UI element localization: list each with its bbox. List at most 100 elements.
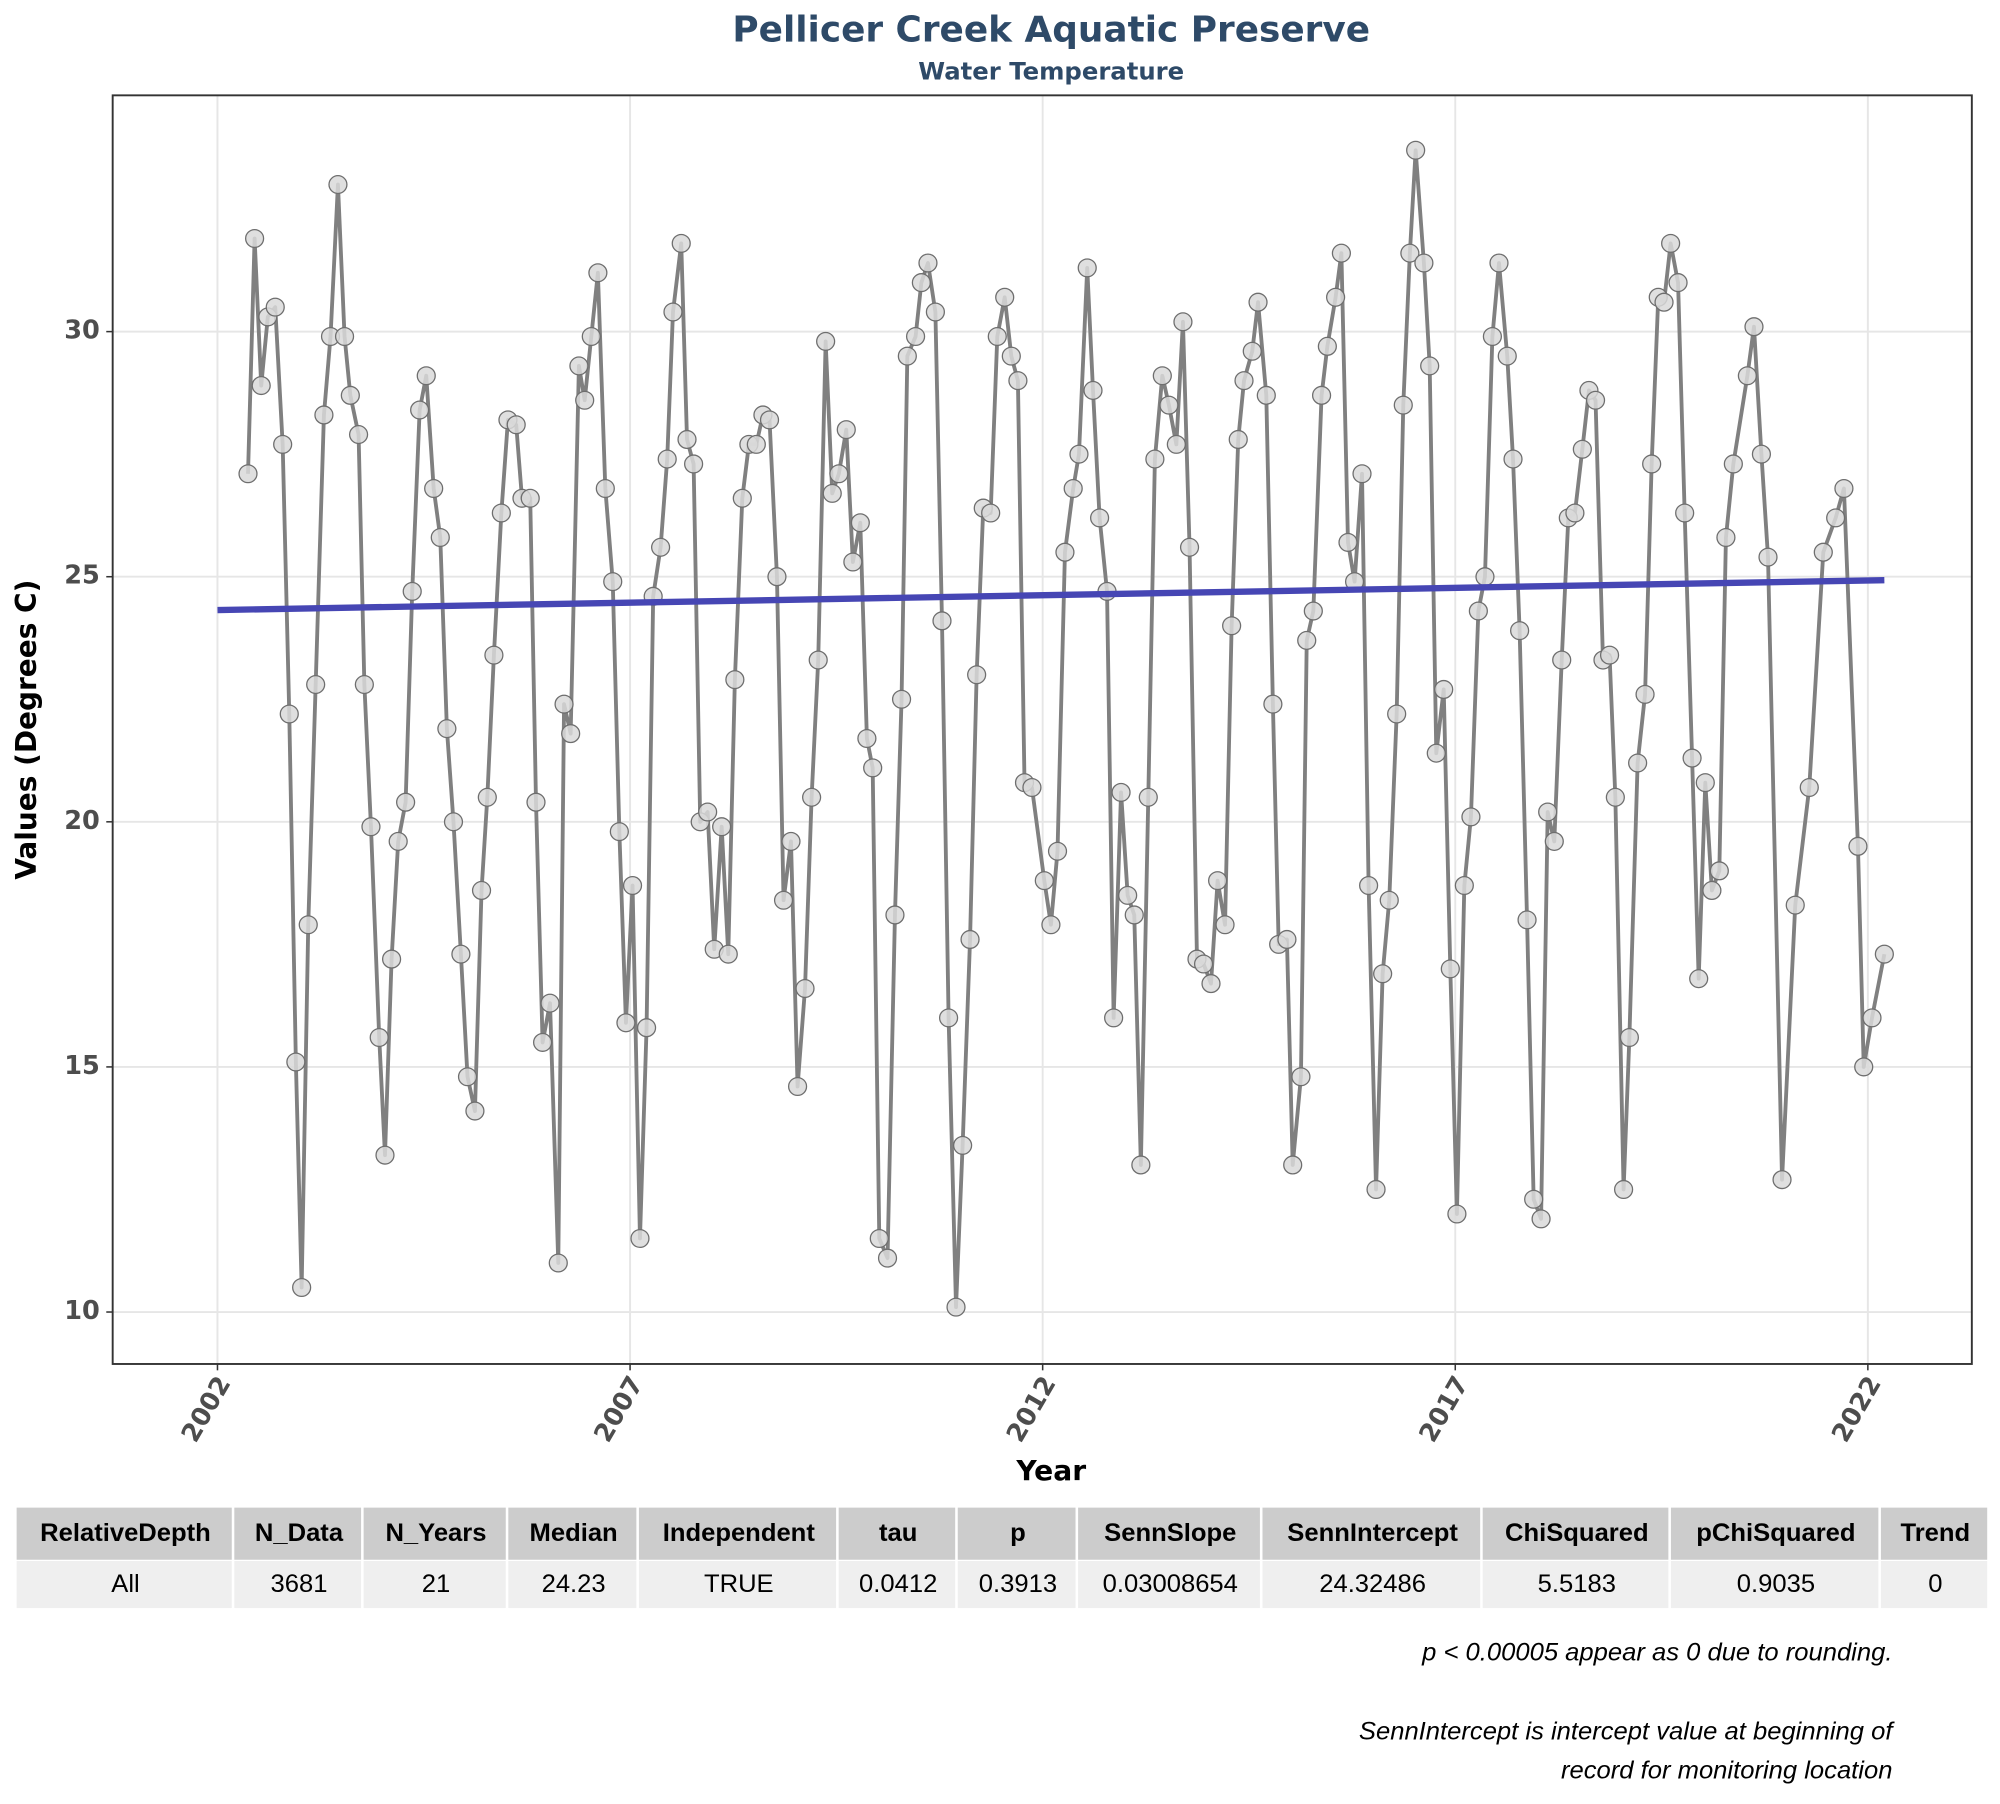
data-point <box>1077 258 1097 278</box>
data-point <box>1695 773 1715 793</box>
data-point <box>561 724 581 744</box>
data-point <box>1447 1204 1467 1224</box>
data-point <box>410 400 430 420</box>
data-point <box>1400 243 1420 263</box>
data-point <box>925 302 945 322</box>
table-cell <box>838 1561 956 1609</box>
data-point <box>1434 679 1454 699</box>
data-point <box>1331 243 1351 263</box>
data-point <box>575 390 595 410</box>
data-point <box>636 1018 657 1038</box>
data-point <box>1426 743 1446 763</box>
data-point <box>836 420 856 440</box>
data-point <box>1152 366 1172 386</box>
data-point <box>569 356 589 376</box>
y-axis-label: Values (Degrees C) <box>10 580 43 880</box>
data-point <box>712 817 732 837</box>
data-point <box>1420 356 1440 376</box>
table-header: Median <box>530 1519 618 1547</box>
data-point <box>1373 964 1393 984</box>
data-point <box>1613 1179 1634 1200</box>
data-point <box>1635 684 1655 704</box>
data-point <box>829 464 849 484</box>
data-point <box>953 1135 973 1155</box>
data-point <box>995 287 1015 307</box>
data-point <box>767 567 787 587</box>
data-point <box>1234 371 1254 391</box>
table-header: N_Data <box>255 1519 344 1547</box>
data-point <box>1605 787 1625 807</box>
table-value: 24.32486 <box>1319 1570 1426 1598</box>
data-point <box>787 1076 808 1097</box>
data-point <box>1055 542 1075 562</box>
data-point <box>491 503 511 523</box>
table-value: 3681 <box>271 1570 328 1598</box>
note: SennIntercept is intercept value at begi… <box>1359 1717 1895 1745</box>
plot-border <box>111 94 1973 1365</box>
data-point <box>1283 1155 1303 1175</box>
data-point <box>443 812 464 832</box>
data-point <box>1090 508 1110 528</box>
data-point <box>795 978 815 999</box>
data-point <box>1277 929 1297 950</box>
table-cell <box>957 1507 1076 1560</box>
data-point <box>1874 944 1894 964</box>
data-point <box>1454 876 1474 896</box>
data-point <box>1709 861 1729 881</box>
table-cell <box>16 1507 232 1560</box>
data-point <box>554 694 574 714</box>
table-cell <box>363 1507 506 1560</box>
data-point <box>1813 542 1833 562</box>
y-tick-label: 30 <box>64 316 100 346</box>
data-point <box>967 665 987 685</box>
table-cell <box>638 1507 837 1560</box>
data-point <box>1862 1008 1882 1028</box>
data-point <box>1291 1067 1311 1087</box>
note: p < 0.00005 appear as 0 due to rounding. <box>1421 1639 1892 1667</box>
table-header: SennIntercept <box>1287 1519 1458 1547</box>
note: record for monitoring location <box>1561 1757 1892 1785</box>
data-point <box>1737 366 1757 386</box>
table-cell <box>234 1507 362 1560</box>
table-cell <box>1078 1561 1260 1609</box>
table-header: p <box>1010 1519 1026 1547</box>
data-point <box>1173 312 1193 332</box>
data-point <box>314 405 334 425</box>
data-point <box>1297 630 1317 650</box>
data-point <box>684 454 704 474</box>
data-point <box>885 905 905 925</box>
data-point <box>245 228 265 249</box>
data-point <box>238 464 258 484</box>
data-point <box>1414 253 1434 273</box>
table-value: 0.3913 <box>979 1570 1057 1598</box>
data-point <box>857 728 877 749</box>
table-header: N_Years <box>385 1519 486 1547</box>
table-value: 5.5183 <box>1538 1570 1616 1598</box>
chart-title: Pellicer Creek Aquatic Preserve <box>732 10 1370 51</box>
data-point <box>905 326 926 347</box>
data-point <box>1552 650 1572 670</box>
data-point <box>1159 395 1179 415</box>
data-point <box>265 297 285 317</box>
data-point <box>1145 449 1165 469</box>
table-cell <box>1670 1507 1879 1560</box>
data-point <box>1628 753 1648 773</box>
data-point <box>1826 508 1846 528</box>
data-point <box>588 263 608 283</box>
data-point <box>1379 890 1399 910</box>
data-point <box>1317 336 1337 356</box>
table-cell <box>1880 1507 1988 1560</box>
data-point <box>334 326 355 347</box>
data-point <box>1723 454 1743 474</box>
y-tick-label: 20 <box>64 806 100 836</box>
data-point <box>802 787 822 807</box>
data-point <box>306 675 326 695</box>
data-point <box>484 645 504 665</box>
trend-line <box>217 576 1885 614</box>
data-point <box>1848 836 1868 856</box>
data-point <box>1716 527 1736 548</box>
table-value: TRUE <box>704 1570 774 1598</box>
data-point <box>677 429 697 449</box>
data-point <box>843 552 863 572</box>
data-point <box>1682 748 1702 768</box>
